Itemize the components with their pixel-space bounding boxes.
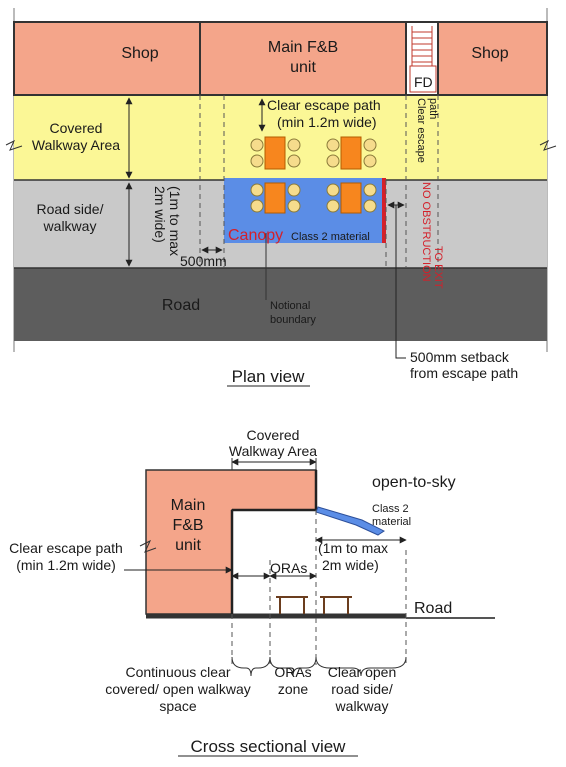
section-label-oras: ORAs [270,560,307,576]
break-symbol-right [539,139,557,151]
section-label-oras-zone-1: ORAs [274,664,311,680]
label-clear-escape-1: Clear escape path [267,97,381,113]
staircase-icon [411,26,433,66]
section-break-symbol [139,539,157,553]
table-set-4 [326,182,377,214]
label-setback-note-2: from escape path [410,365,518,381]
section-label-escape-2: (min 1.2m wide) [16,557,116,573]
table-set-2 [326,136,377,170]
section-view-title: Cross sectional view [191,737,347,756]
label-width-2: 2m wide) [152,186,168,243]
section-view: Covered Walkway Area open-to-sky Main F&… [9,427,495,757]
section-label-main-2: F&B [172,517,203,534]
label-no-obstruction-1: NO OBSTRUCTION [420,182,432,282]
label-notional-1: Notional [270,300,310,312]
label-main-fb-1: Main F&B [268,39,338,56]
label-covered-walkway-2: Walkway Area [32,137,120,153]
shop-left [13,21,201,96]
label-no-obstruction-2: TO EXIT [432,246,444,289]
section-label-covered-2: Walkway Area [229,443,317,459]
canopy-edge-marker [382,178,386,243]
label-class2-material: Class 2 material [291,231,370,243]
label-escape-vertical-1: Clear escape [415,98,427,163]
label-clear-escape-2: (min 1.2m wide) [277,114,377,130]
fire-door-outline [409,65,437,93]
shop-right [437,21,548,96]
main-fb-unit [199,21,407,96]
plan-view: Shop Main F&B unit FD Shop Covered Walkw… [5,8,557,387]
setback-leader [395,205,406,359]
brace-oras-zone [269,656,317,677]
section-label-class2-1: Class 2 [372,503,409,515]
section-label-width-2: 2m wide) [322,557,379,573]
section-label-open-to-sky: open-to-sky [372,474,456,491]
plan-view-title: Plan view [232,367,305,386]
section-table-2 [320,596,352,614]
road-strip [14,268,547,341]
brace-continuous [231,656,271,677]
section-label-continuous-3: space [159,698,197,714]
section-label-class2-2: material [372,516,411,528]
label-fd: FD [414,74,433,90]
label-notional-2: boundary [270,314,316,326]
label-setback-note-1: 500mm setback [410,349,510,365]
label-road-side-1: Road side/ [37,201,104,217]
table-set-3 [250,182,301,214]
section-label-clear-open-2: road side/ [331,681,393,697]
section-label-clear-open-1: Clear open [328,664,397,680]
label-road: Road [162,297,200,314]
section-label-main-3: unit [175,537,201,554]
table-set-1 [250,136,301,170]
brace-clear-open [315,656,407,677]
label-shop-left: Shop [121,45,158,62]
section-label-continuous-1: Continuous clear [125,664,230,680]
label-500mm: 500mm [180,253,227,269]
section-table-1 [276,596,308,614]
label-main-fb-2: unit [290,59,316,76]
label-escape-vertical-2: path [427,98,439,119]
break-symbol-left [5,139,23,151]
label-road-side-2: walkway [43,218,97,234]
label-covered-walkway-1: Covered [50,120,103,136]
label-shop-right: Shop [471,45,508,62]
section-label-oras-zone-2: zone [278,681,309,697]
section-label-width-1: (1m to max [318,540,388,556]
label-canopy: Canopy [228,227,283,244]
section-label-clear-open-3: walkway [335,698,389,714]
section-label-covered-1: Covered [247,427,300,443]
section-label-continuous-2: covered/ open walkway [105,681,251,697]
label-width-1: (1m to max [167,186,183,256]
section-label-road: Road [414,600,452,617]
section-label-escape-1: Clear escape path [9,540,123,556]
section-label-main-1: Main [171,497,206,514]
fire-door-bay [405,21,439,96]
